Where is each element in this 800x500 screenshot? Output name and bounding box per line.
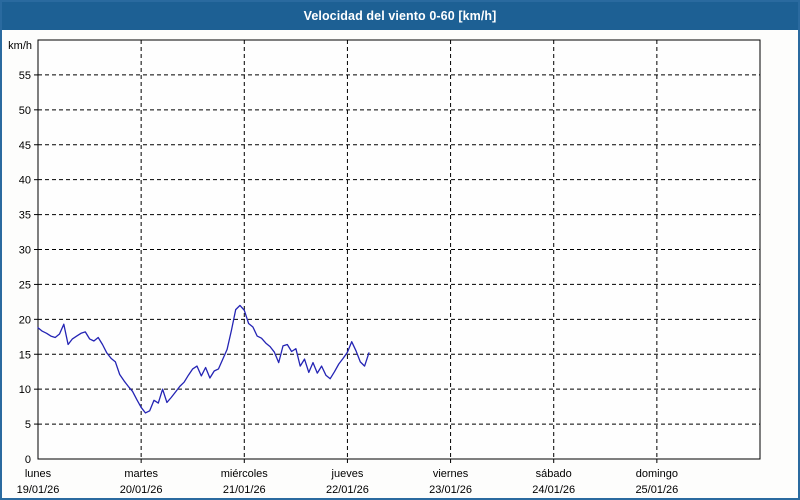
y-tick-label: 25	[19, 279, 31, 291]
x-day-date-label: 24/01/26	[532, 484, 575, 496]
x-day-name-label: viernes	[433, 468, 469, 480]
y-tick-label: 20	[19, 314, 31, 326]
y-tick-label: 50	[19, 105, 31, 117]
y-tick-label: 15	[19, 349, 31, 361]
x-day-date-label: 20/01/26	[120, 484, 163, 496]
x-day-name-label: domingo	[636, 468, 678, 480]
x-day-name-label: sábado	[536, 468, 572, 480]
y-tick-label: 0	[25, 454, 31, 466]
wind-speed-chart: km/h 0 5 10 15 20 25 30 35 40 45 50 55 lunes 19/01/26 m…	[8, 39, 761, 496]
x-day-date-label: 23/01/26	[429, 484, 472, 496]
title-bar: Velocidad del viento 0-60 [km/h]	[2, 2, 798, 30]
wind-speed-line	[37, 304, 370, 414]
x-day-date-label: 25/01/26	[635, 484, 678, 496]
y-tick-label: 30	[19, 245, 31, 257]
x-day-date-label: 19/01/26	[17, 484, 60, 496]
chart-area: km/h 0 5 10 15 20 25 30 35 40 45 50 55 lunes 19/01/26 m…	[2, 30, 798, 498]
chart-title: Velocidad del viento 0-60 [km/h]	[303, 9, 497, 23]
y-tick-label: 40	[19, 175, 31, 187]
y-axis-unit-label: km/h	[8, 40, 32, 52]
x-day-name-label: lunes	[25, 468, 52, 480]
x-day-date-label: 22/01/26	[326, 484, 369, 496]
y-tick-label: 5	[25, 419, 31, 431]
y-tick-label: 55	[19, 70, 31, 82]
x-day-name-label: martes	[124, 468, 158, 480]
y-tick-label: 10	[19, 384, 31, 396]
x-day-date-label: 21/01/26	[223, 484, 266, 496]
x-day-name-label: miércoles	[221, 468, 269, 480]
x-day-name-label: jueves	[331, 468, 364, 480]
y-tick-label: 45	[19, 140, 31, 152]
y-tick-label: 35	[19, 210, 31, 222]
